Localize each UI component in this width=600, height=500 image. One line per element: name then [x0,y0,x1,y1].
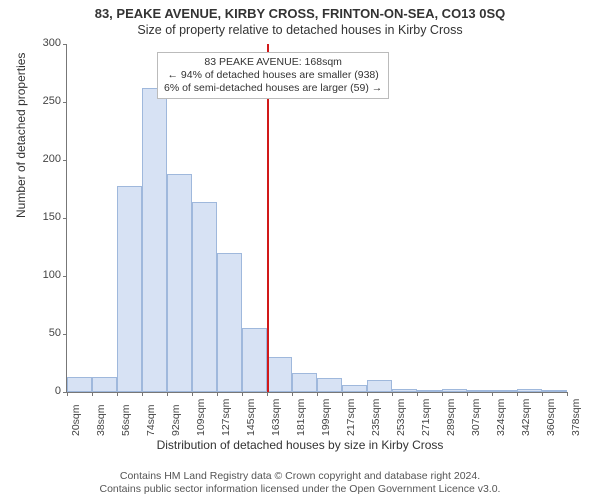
x-tick-label: 324sqm [495,399,507,436]
x-tick-label: 145sqm [245,399,257,436]
x-tick-mark [342,392,343,396]
x-tick-label: 181sqm [295,399,307,436]
histogram-bar [117,186,142,392]
x-tick-label: 127sqm [220,399,232,436]
x-tick-label: 289sqm [445,399,457,436]
x-tick-mark [67,392,68,396]
x-tick-label: 217sqm [345,399,357,436]
histogram-bar [367,380,392,392]
page-title-address: 83, PEAKE AVENUE, KIRBY CROSS, FRINTON-O… [0,0,600,21]
x-tick-label: 307sqm [470,399,482,436]
histogram-bar [292,373,317,392]
annotation-line3: 6% of semi-detached houses are larger (5… [164,82,382,95]
y-tick-label: 300 [27,37,61,49]
histogram-bar [442,389,467,392]
histogram-bar [467,390,492,392]
y-tick-mark [63,334,67,335]
y-tick-label: 150 [27,211,61,223]
x-tick-label: 378sqm [570,399,582,436]
x-tick-label: 92sqm [170,404,182,436]
histogram-chart: 05010015020025030020sqm38sqm56sqm74sqm92… [66,44,566,392]
x-tick-label: 74sqm [145,404,157,436]
y-tick-label: 100 [27,269,61,281]
annotation-box: 83 PEAKE AVENUE: 168sqm← 94% of detached… [157,52,389,99]
x-tick-mark [542,392,543,396]
x-tick-label: 271sqm [420,399,432,436]
x-tick-mark [442,392,443,396]
y-tick-mark [63,102,67,103]
x-tick-label: 235sqm [370,399,382,436]
histogram-bar [392,389,417,392]
x-tick-mark [167,392,168,396]
plot-area: 05010015020025030020sqm38sqm56sqm74sqm92… [66,44,567,393]
x-tick-mark [117,392,118,396]
x-tick-mark [417,392,418,396]
annotation-line2: ← 94% of detached houses are smaller (93… [164,69,382,82]
x-tick-label: 360sqm [545,399,557,436]
x-tick-mark [217,392,218,396]
x-tick-label: 56sqm [120,404,132,436]
x-tick-mark [92,392,93,396]
y-tick-mark [63,160,67,161]
y-tick-label: 250 [27,95,61,107]
x-tick-label: 109sqm [195,399,207,436]
x-tick-mark [467,392,468,396]
x-tick-label: 38sqm [95,404,107,436]
x-tick-mark [292,392,293,396]
annotation-line1: 83 PEAKE AVENUE: 168sqm [164,56,382,69]
x-tick-mark [317,392,318,396]
x-tick-mark [492,392,493,396]
x-tick-mark [367,392,368,396]
x-tick-mark [142,392,143,396]
y-tick-mark [63,276,67,277]
y-tick-label: 50 [27,327,61,339]
y-tick-mark [63,218,67,219]
histogram-bar [517,389,542,392]
page-subtitle: Size of property relative to detached ho… [0,21,600,37]
x-tick-mark [267,392,268,396]
histogram-bar [492,390,517,392]
y-tick-label: 0 [27,385,61,397]
histogram-bar [217,253,242,392]
histogram-bar [542,390,567,392]
histogram-bar [142,88,167,392]
footer-attribution: Contains HM Land Registry data © Crown c… [0,470,600,496]
y-axis-label: Number of detached properties [14,53,28,218]
y-tick-label: 200 [27,153,61,165]
y-tick-mark [63,44,67,45]
histogram-bar [92,377,117,392]
x-tick-mark [567,392,568,396]
x-tick-mark [242,392,243,396]
footer-line1: Contains HM Land Registry data © Crown c… [0,470,600,483]
histogram-bar [67,377,92,392]
x-tick-label: 163sqm [270,399,282,436]
x-tick-label: 20sqm [70,404,82,436]
histogram-bar [242,328,267,392]
histogram-bar [192,202,217,392]
histogram-bar [317,378,342,392]
histogram-bar [342,385,367,392]
x-tick-mark [392,392,393,396]
histogram-bar [167,174,192,392]
x-tick-label: 199sqm [320,399,332,436]
footer-line2: Contains public sector information licen… [0,483,600,496]
x-tick-mark [192,392,193,396]
x-tick-label: 253sqm [395,399,407,436]
x-tick-label: 342sqm [520,399,532,436]
histogram-bar [417,390,442,392]
histogram-bar [267,357,292,392]
x-axis-label: Distribution of detached houses by size … [0,438,600,452]
x-tick-mark [517,392,518,396]
